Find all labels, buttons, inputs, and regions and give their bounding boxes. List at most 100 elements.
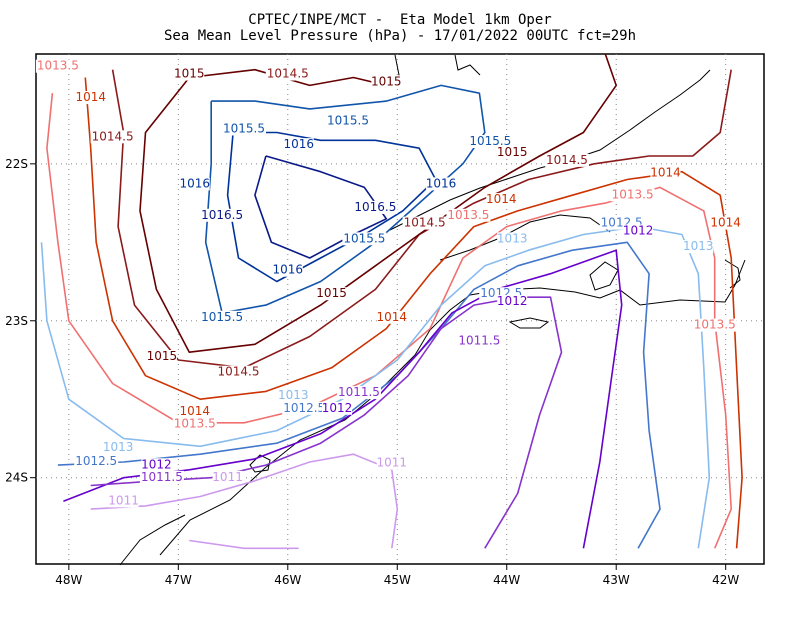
- isobar-1014-5: [111, 69, 732, 369]
- isobar-label: 1015.5: [201, 310, 243, 324]
- isobar-label-bg: [200, 310, 245, 324]
- isobar-label-bg: [322, 401, 353, 415]
- isobar-label: 1015.5: [327, 114, 369, 128]
- isobar-label-bg: [272, 263, 303, 277]
- isobar-label: 1013.5: [174, 416, 216, 430]
- isobar-label: 1016: [426, 176, 457, 190]
- isobar-label-bg: [139, 470, 184, 484]
- isobar-label-bg: [402, 216, 447, 230]
- isobar-label: 1013.5: [694, 318, 736, 332]
- isobar-label-bg: [282, 401, 327, 415]
- isobar-label-bg: [497, 146, 528, 159]
- isobar-label-bg: [179, 177, 210, 191]
- coast-south: [119, 514, 186, 566]
- lagoon: [589, 261, 619, 291]
- isobar-label-bg: [650, 166, 681, 180]
- isobar-label-bg: [172, 417, 217, 431]
- isobar-label: 1013: [278, 388, 309, 402]
- isobar-label: 1011.5: [458, 333, 500, 347]
- x-tick-label: 47W: [165, 573, 192, 587]
- bay-shore: [439, 214, 611, 261]
- isobar-label: 1011.5: [338, 385, 380, 399]
- isobar-1011: [90, 453, 399, 549]
- isobar-label-bg: [265, 67, 310, 81]
- isobar-label-bg: [497, 295, 528, 309]
- isobar-label-bg: [75, 91, 106, 105]
- isobar-label: 1014: [377, 310, 408, 324]
- isobar-label-bg: [283, 138, 314, 152]
- isobar-label-bg: [692, 318, 737, 332]
- isobar-label: 1015.5: [469, 134, 511, 148]
- isobar-label-bg: [179, 404, 210, 418]
- isobar-label-bg: [74, 455, 119, 469]
- isobar-label-bg: [486, 193, 517, 207]
- map-title: CPTEC/INPE/MCT - Eta Model 1km Oper Sea …: [0, 12, 800, 44]
- isobar-label: 1015: [147, 349, 178, 363]
- isobar-label-bg: [146, 350, 177, 363]
- isobar-label-bg: [222, 122, 266, 136]
- y-tick-label: 24S: [5, 471, 28, 485]
- isobar-1012: [63, 249, 623, 549]
- isobar-1013-5: [46, 93, 733, 549]
- x-tick-label: 42W: [712, 573, 739, 587]
- isobar-label: 1013.5: [612, 187, 654, 201]
- isobar-label: 1012.5: [283, 401, 325, 415]
- isobar-label-bg: [216, 365, 261, 379]
- isobar-1011: [189, 539, 299, 550]
- isobar-label-bg: [200, 208, 245, 222]
- isobar-label: 1015: [371, 74, 402, 88]
- x-tick-label: 48W: [55, 573, 82, 587]
- isobar-labels: 1015 1014.510151013.510141014.51015.51015…: [35, 59, 741, 508]
- isobar-label: 1012: [322, 401, 353, 415]
- isobar-label: 1014: [486, 192, 517, 206]
- isobar-label: 1015: [316, 286, 347, 300]
- isobar-label: 1014.5: [218, 365, 260, 379]
- isobar-label-bg: [446, 208, 491, 222]
- isobar-label-bg: [90, 130, 135, 144]
- isobar-label-bg: [468, 135, 513, 149]
- ilha-grande: [508, 317, 550, 329]
- isobar-label: 1014: [75, 90, 106, 104]
- isobar-label-bg: [174, 67, 205, 81]
- isobar-label-bg: [353, 200, 398, 214]
- isobar-label-bg: [141, 458, 172, 472]
- isobar-label: 1016: [179, 176, 210, 190]
- isobar-label-bg: [326, 114, 370, 128]
- isobar-label-bg: [278, 389, 309, 403]
- isobar-label: 1012: [623, 223, 654, 237]
- isobar-label: 1013.5: [447, 208, 489, 222]
- isobar-label-bg: [35, 59, 80, 73]
- isobar-label-bg: [683, 240, 714, 254]
- isobar-label-bg: [497, 232, 528, 246]
- isobar-label: 1015.5: [343, 231, 385, 245]
- isobar-label: 1016: [283, 137, 314, 151]
- isobar-label: 1013: [683, 239, 714, 253]
- isobar-label-bg: [108, 494, 139, 508]
- axis-ticks: 48W 47W 46W 45W 44W 43W 42W 22S 23S 24S: [5, 157, 739, 587]
- x-tick-label: 44W: [493, 573, 520, 587]
- isobar-label: 1012: [497, 294, 528, 308]
- isobar-label: 1011: [377, 456, 408, 470]
- isobar-label-bg: [212, 470, 243, 484]
- title-line-1: CPTEC/INPE/MCT - Eta Model 1km Oper: [248, 12, 552, 28]
- isobar-label-bg: [710, 216, 741, 230]
- isobar-label-bg: [342, 232, 387, 246]
- isobar-1016: [226, 131, 437, 283]
- isobar-label: 1015: [174, 67, 205, 81]
- x-tick-label: 45W: [384, 573, 411, 587]
- isobar-label: 1013: [103, 440, 134, 454]
- isobar-label: 1013.5: [37, 59, 79, 73]
- isobar-label: 1014: [179, 404, 210, 418]
- isobar-label: 1015.5: [223, 121, 265, 135]
- isobar-label: 1014.5: [546, 153, 588, 167]
- x-tick-label: 46W: [274, 573, 301, 587]
- isobar-label: 1014.5: [267, 67, 309, 81]
- y-tick-label: 22S: [5, 157, 28, 171]
- sao-sebastiao-island: [249, 454, 271, 473]
- isobar-1014: [84, 77, 743, 549]
- isobar-label: 1012.5: [75, 454, 117, 468]
- map-frame: [35, 53, 765, 565]
- isobar-label: 1014: [650, 165, 681, 179]
- isobar-label-bg: [426, 177, 457, 191]
